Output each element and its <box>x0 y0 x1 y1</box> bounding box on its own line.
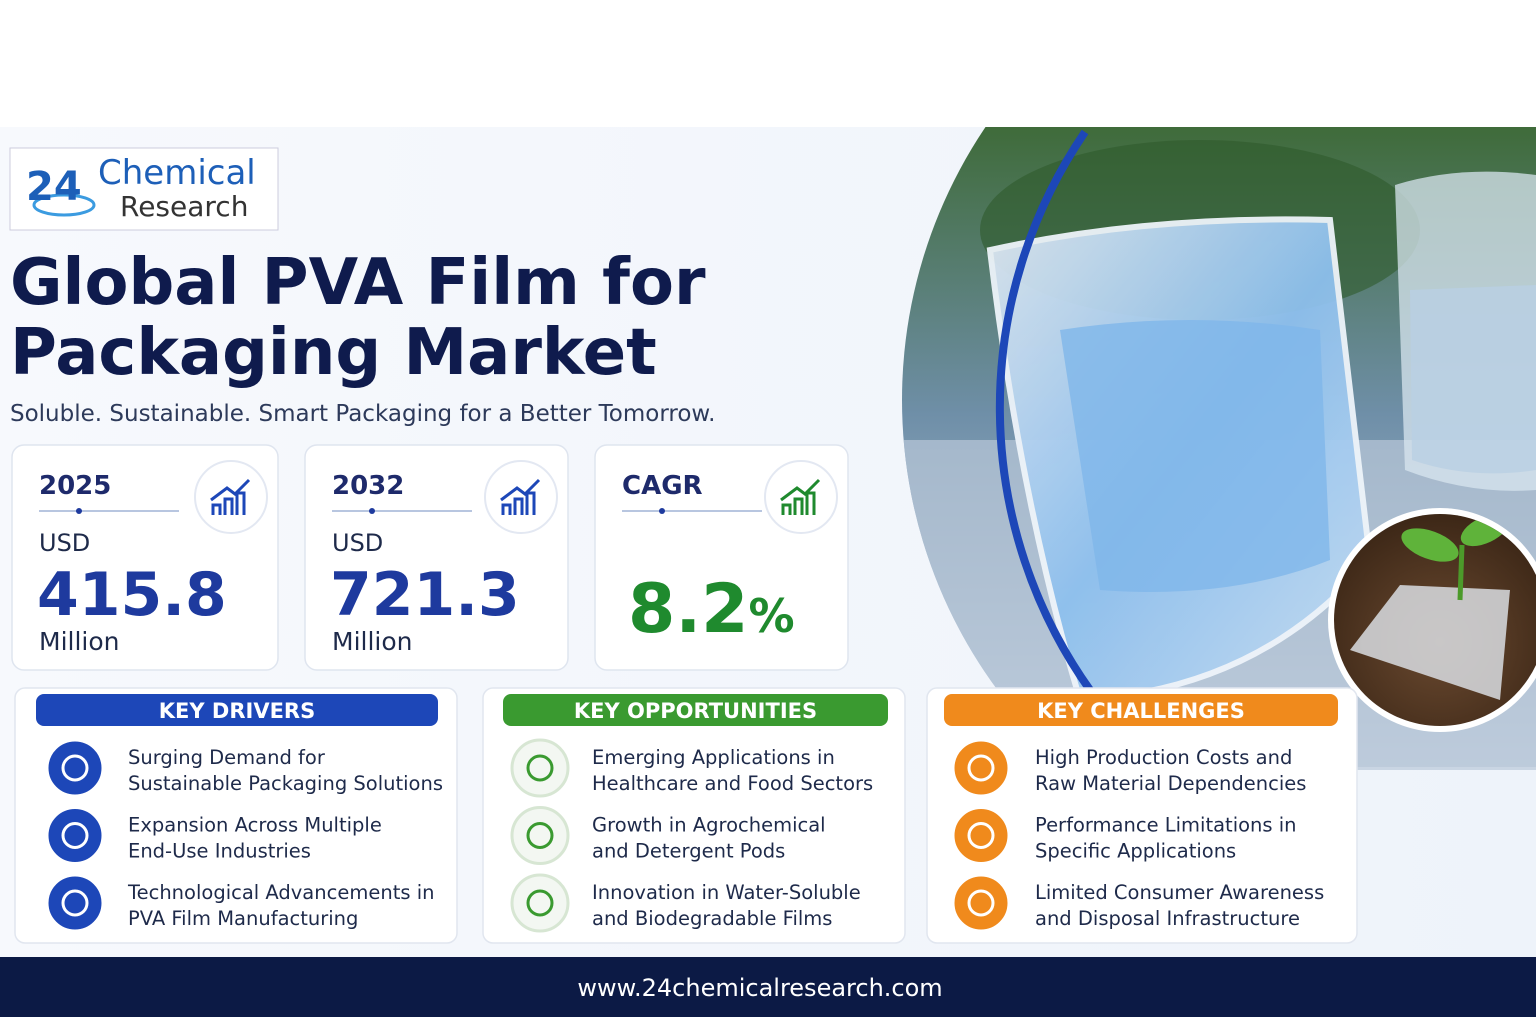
item-text: Expansion Across Multiple <box>128 814 382 837</box>
stat-dot <box>76 508 82 514</box>
section-title: KEY DRIVERS <box>159 699 315 723</box>
stat-label: 2032 <box>332 471 404 501</box>
footer-bar <box>0 957 1536 1017</box>
item-text: and Biodegradable Films <box>592 907 832 930</box>
stat-unit: USD <box>39 529 90 557</box>
stat-value-number: 8.2 <box>628 570 748 649</box>
item-icon <box>510 806 570 865</box>
item-icon-glyph <box>526 889 554 917</box>
item-icon <box>951 738 1011 798</box>
item-icon-glyph <box>526 822 554 849</box>
stat-label: 2025 <box>39 471 111 501</box>
item-icon <box>45 873 105 933</box>
item-icon-glyph <box>61 754 89 782</box>
item-icon-glyph <box>967 822 995 849</box>
item-text: Raw Material Dependencies <box>1035 772 1306 795</box>
item-text: End-Use Industries <box>128 840 311 863</box>
item-text: Healthcare and Food Sectors <box>592 772 873 795</box>
item-text: Technological Advancements in <box>127 881 434 904</box>
item-icon <box>45 806 105 865</box>
stat-icon <box>194 460 268 534</box>
section-card <box>482 687 906 944</box>
item-icon-glyph <box>61 822 89 849</box>
title-line: Packaging Market <box>10 316 657 390</box>
inset-photo <box>1334 514 1536 726</box>
item-text: Emerging Applications in <box>592 746 835 769</box>
stat-dot <box>659 508 665 514</box>
title-line: Global PVA Film for <box>10 246 706 320</box>
stat-icon-glyph <box>780 478 821 515</box>
item-text: Innovation in Water-Soluble <box>592 881 861 904</box>
section-header <box>36 694 438 726</box>
item-text: PVA Film Manufacturing <box>128 907 358 930</box>
logo-box <box>9 147 279 231</box>
item-text: Surging Demand for <box>128 746 326 769</box>
item-icon-glyph <box>526 754 554 782</box>
item-text: High Production Costs and <box>1035 746 1292 769</box>
stat-icon <box>484 460 558 534</box>
stat-icon <box>764 460 838 534</box>
logo-line1: Chemical <box>98 153 256 193</box>
section-title: KEY OPPORTUNITIES <box>574 699 817 723</box>
stat-icon-glyph <box>500 478 541 515</box>
footer-url[interactable]: www.24chemicalresearch.com <box>577 974 942 1002</box>
item-text: and Detergent Pods <box>592 840 785 863</box>
item-icon-glyph <box>967 754 995 782</box>
item-icon <box>510 738 570 798</box>
item-icon <box>951 873 1011 933</box>
stat-dot <box>369 508 375 514</box>
stat-label: CAGR <box>622 471 703 501</box>
stat-scale: Million <box>332 627 413 656</box>
stat-value-suffix: % <box>748 589 794 643</box>
logo-line2: Research <box>120 190 248 223</box>
item-text: and Disposal Infrastructure <box>1035 907 1300 930</box>
item-text: Limited Consumer Awareness <box>1035 881 1324 904</box>
item-icon-glyph <box>61 889 89 917</box>
item-icon-glyph <box>967 889 995 917</box>
item-text: Specific Applications <box>1035 840 1236 863</box>
section-card <box>926 687 1358 944</box>
stat-value: 415.8 <box>37 560 227 630</box>
item-icon <box>951 806 1011 865</box>
stat-icon-glyph <box>210 478 251 515</box>
logo-ripple <box>32 193 96 217</box>
stat-unit: USD <box>332 529 383 557</box>
section-title: KEY CHALLENGES <box>1037 699 1245 723</box>
hero-arc <box>995 129 1094 693</box>
item-text: Sustainable Packaging Solutions <box>128 772 443 795</box>
stat-value: 721.3 <box>330 560 520 630</box>
item-icon <box>510 873 570 933</box>
stat-value: 8.2% <box>628 570 795 649</box>
item-text: Performance Limitations in <box>1035 814 1297 837</box>
logo: 24 Chemical Research <box>9 147 279 231</box>
section-header <box>944 694 1338 726</box>
logo-number: 24 <box>26 164 82 210</box>
section-header <box>503 694 888 726</box>
item-text: Growth in Agrochemical <box>592 814 826 837</box>
stat-scale: Million <box>39 627 120 656</box>
section-card <box>14 687 458 944</box>
item-icon <box>45 738 105 798</box>
subtitle: Soluble. Sustainable. Smart Packaging fo… <box>10 401 715 427</box>
